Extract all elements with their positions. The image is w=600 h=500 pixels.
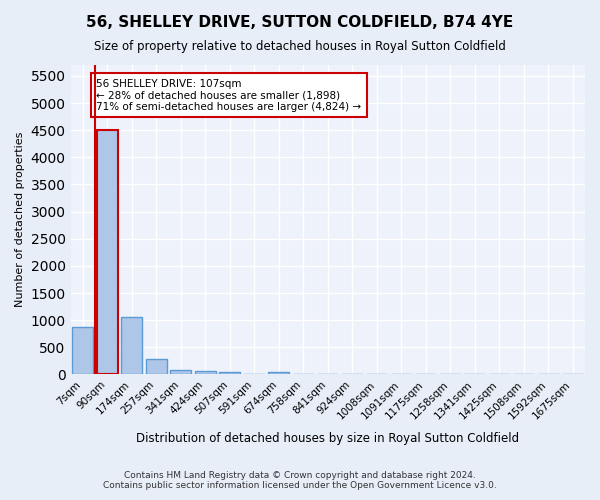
Text: Contains HM Land Registry data © Crown copyright and database right 2024.
Contai: Contains HM Land Registry data © Crown c… — [103, 470, 497, 490]
Bar — [268, 372, 289, 374]
X-axis label: Distribution of detached houses by size in Royal Sutton Coldfield: Distribution of detached houses by size … — [136, 432, 520, 445]
Bar — [170, 370, 191, 374]
Bar — [146, 360, 167, 374]
Bar — [73, 326, 93, 374]
Bar — [97, 130, 118, 374]
Bar — [121, 318, 142, 374]
Bar — [220, 372, 240, 374]
Text: 56 SHELLEY DRIVE: 107sqm
← 28% of detached houses are smaller (1,898)
71% of sem: 56 SHELLEY DRIVE: 107sqm ← 28% of detach… — [96, 78, 361, 112]
Text: Size of property relative to detached houses in Royal Sutton Coldfield: Size of property relative to detached ho… — [94, 40, 506, 53]
Text: 56, SHELLEY DRIVE, SUTTON COLDFIELD, B74 4YE: 56, SHELLEY DRIVE, SUTTON COLDFIELD, B74… — [86, 15, 514, 30]
Y-axis label: Number of detached properties: Number of detached properties — [15, 132, 25, 308]
Bar — [195, 370, 215, 374]
